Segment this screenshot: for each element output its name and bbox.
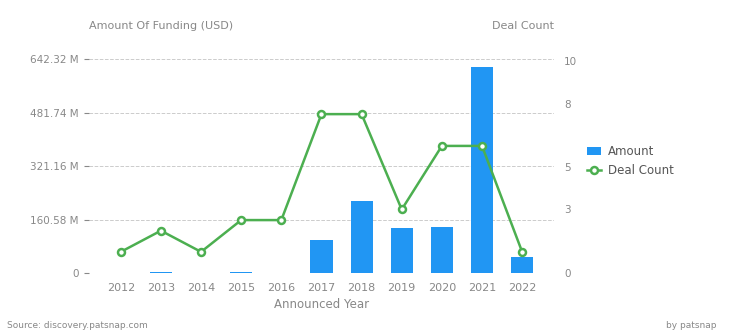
Bar [270, 272, 293, 273]
Text: by patsnap: by patsnap [667, 321, 717, 330]
Bar [511, 257, 533, 273]
Text: Source: discovery.patsnap.com: Source: discovery.patsnap.com [7, 321, 148, 330]
X-axis label: Announced Year: Announced Year [274, 298, 369, 311]
Text: Amount Of Funding (USD): Amount Of Funding (USD) [89, 21, 233, 31]
Bar [350, 201, 372, 273]
Text: Deal Count: Deal Count [492, 21, 554, 31]
Bar [471, 67, 493, 273]
Legend: Amount, Deal Count: Amount, Deal Count [587, 145, 674, 177]
Bar [310, 240, 333, 273]
Bar [391, 228, 413, 273]
Bar [110, 272, 132, 273]
Bar [150, 272, 172, 273]
Bar [230, 272, 252, 273]
Bar [431, 227, 453, 273]
